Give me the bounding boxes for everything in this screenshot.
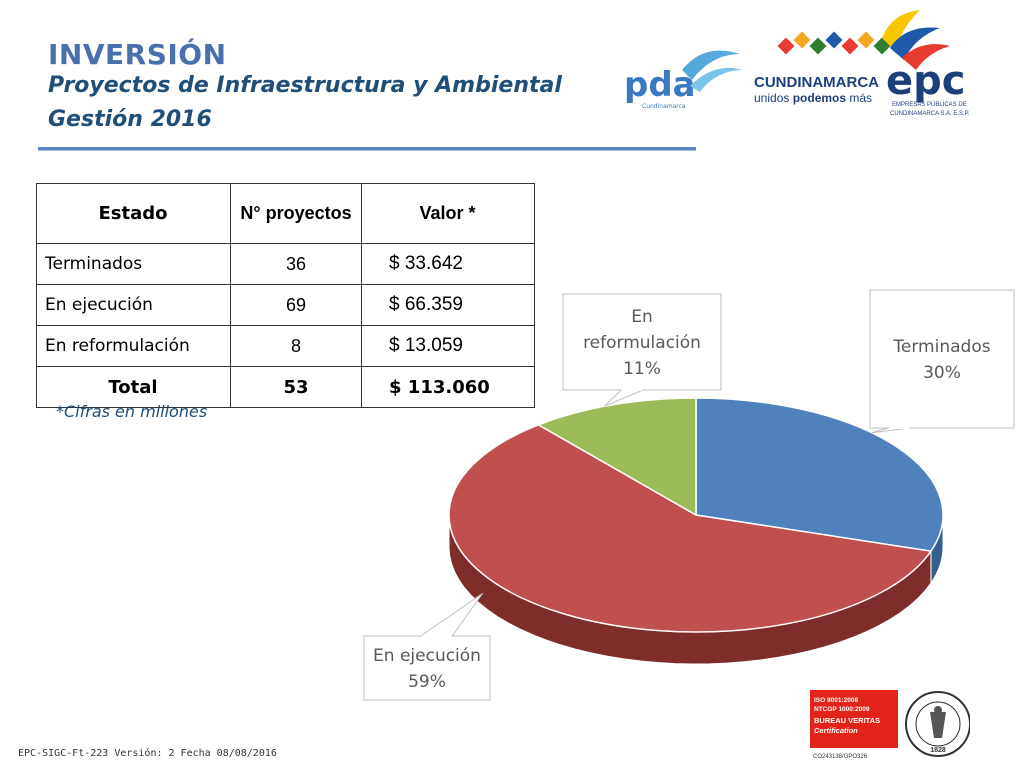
table-footnote: *Cifras en millones (56, 402, 208, 421)
row-valor: $ 13.059 (361, 325, 535, 367)
cert-certification: Certification (814, 726, 858, 735)
header-proyectos: N° proyectos (230, 183, 362, 244)
row-estado: Terminados (36, 243, 231, 285)
partner-logos: pda Cundinamarca CUNDINAMARCA unidos pod… (624, 10, 970, 117)
data-label-en-reformulacion: En reformulación 11% (562, 293, 722, 407)
cert-bv: BUREAU VERITAS (814, 716, 880, 725)
total-valor: $ 113.060 (361, 366, 535, 408)
pda-logo-sub: Cundinamarca (642, 103, 686, 110)
data-label-percent: 11% (623, 359, 661, 379)
row-estado: En ejecución (36, 284, 231, 326)
table-total-row: Total 53 $ 113.060 (36, 366, 535, 408)
data-label-en-ejecucion: En ejecución 59% (363, 592, 491, 701)
table-header-row: Estado N° proyectos Valor * (36, 183, 535, 244)
data-label-terminados: Terminados 30% (869, 289, 1015, 434)
document-footer: EPC-SIGC-Ft-223 Versión: 2 Fecha 08/08/2… (18, 748, 277, 759)
bureau-veritas-seal-icon: 1828 (905, 691, 970, 757)
pie-slice-en-reformulacion (536, 397, 697, 517)
cert-iso2: NTCGP 1000:2009 (814, 706, 870, 713)
row-valor: $ 66.359 (361, 284, 535, 326)
cundinamarca-logo: CUNDINAMARCA unidos podemos más (754, 31, 891, 105)
row-proyectos: 69 (230, 284, 362, 326)
cert-iso1: ISO 9001:2008 (814, 697, 858, 704)
data-label-category: En (631, 307, 653, 327)
pie-slice-terminados (695, 397, 944, 552)
epc-logo-line2: CUNDINAMARCA S.A. E.S.P. (890, 111, 970, 117)
total-estado: Total (36, 366, 231, 408)
data-label-category: Terminados (892, 337, 990, 357)
pie-slices (448, 397, 944, 633)
bureau-veritas-certification: ISO 9001:2008 NTCGP 1000:2009 BUREAU VER… (810, 690, 970, 762)
data-label-percent: 59% (408, 672, 446, 692)
pie-slice-en-ejecucion (448, 424, 933, 633)
data-label-category: reformulación (583, 333, 701, 353)
epc-logo-text: epc (886, 58, 965, 104)
data-label-category: En ejecución (373, 646, 481, 666)
epc-logo-line1: EMPRESAS PÚBLICAS DE (892, 101, 967, 108)
page-subtitle: Proyectos de Infraestructura y Ambiental (48, 73, 562, 98)
pie-data-labels: Terminados 30% En ejecución 59% En reformulac… (363, 289, 1015, 701)
table-row: En ejecución 69 $ 66.359 (36, 284, 535, 326)
page-title: INVERSIÓN (48, 38, 227, 71)
investment-table: Estado N° proyectos Valor * Terminados 3… (36, 183, 535, 408)
pda-logo: pda Cundinamarca (624, 50, 742, 110)
table-row: En reformulación 8 $ 13.059 (36, 325, 535, 367)
cundinamarca-tagline: unidos podemos más (754, 91, 872, 105)
cert-code: CO243138/GPO326 (813, 754, 868, 760)
header-estado: Estado (36, 183, 231, 244)
total-proyectos: 53 (230, 366, 362, 408)
data-label-percent: 30% (923, 363, 961, 383)
page-subtitle-year: Gestión 2016 (48, 107, 212, 132)
cundinamarca-logo-text: CUNDINAMARCA (754, 74, 879, 91)
row-estado: En reformulación (36, 325, 231, 367)
header-divider (38, 147, 696, 151)
svg-text:1828: 1828 (930, 747, 946, 754)
epc-logo: epc EMPRESAS PÚBLICAS DE CUNDINAMARCA S.… (882, 10, 970, 117)
